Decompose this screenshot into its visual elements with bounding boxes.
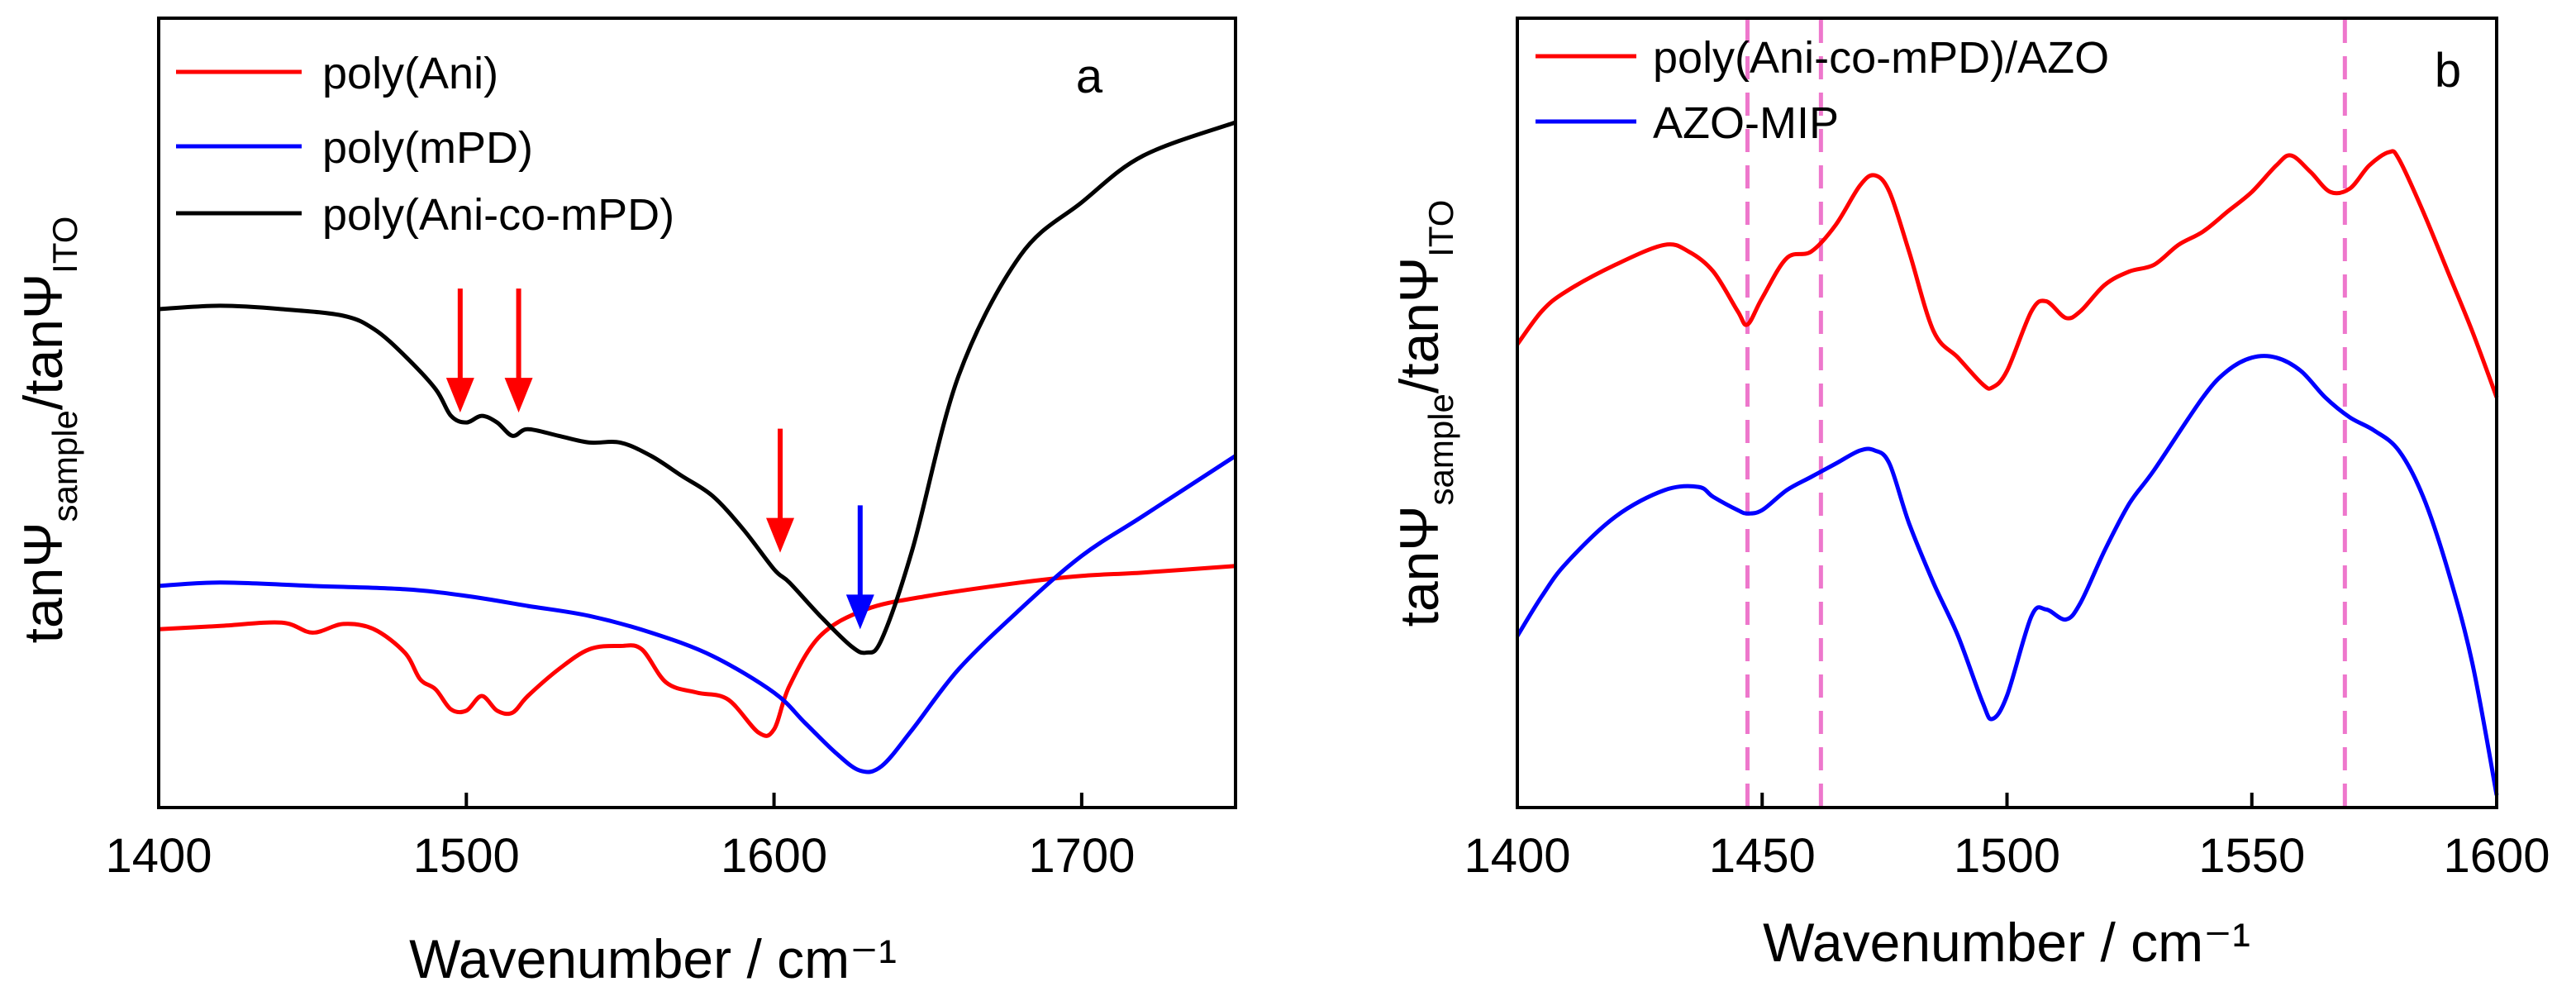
- panel-b-label: b: [2435, 44, 2461, 98]
- series-line-poly-mpd: [158, 454, 1237, 774]
- arrow-head-3: [766, 517, 795, 553]
- x-tick-label-1600: 1600: [2443, 829, 2550, 883]
- panel-a-y-axis-label-text: tanΨsample/tanΨITO: [12, 217, 84, 644]
- panel-a-plot-frame: [157, 17, 1237, 809]
- x-tick-label-1450: 1450: [1709, 829, 1816, 883]
- legend-label-poly-mpd: poly(mPD): [322, 123, 533, 173]
- panel-b-y-axis-label: tanΨsample/tanΨITO: [1388, 200, 1460, 627]
- panel-b: tanΨsample/tanΨITO 1400 1450 1500 1550 1600 …: [1388, 17, 2550, 973]
- panel-b-series: [1515, 149, 2499, 796]
- panel-a: tanΨsample/tanΨITO 1400 1500 1600 1700 Wave…: [12, 17, 1237, 989]
- x-tick-label-1550: 1550: [2198, 829, 2305, 883]
- panel-b-x-axis-label: Wavenumber / cm⁻¹: [1763, 912, 2250, 973]
- panel-a-arrows: [445, 288, 874, 630]
- panel-a-x-axis-label: Wavenumber / cm⁻¹: [409, 928, 897, 989]
- series-line-poly-ani-co-mpd-azo: [1515, 149, 2499, 398]
- series-line-poly-ani-co-mpd: [158, 120, 1236, 655]
- panel-a-y-axis-label: tanΨsample/tanΨITO: [12, 217, 84, 644]
- panel-b-y-axis-label-text: tanΨsample/tanΨITO: [1388, 200, 1460, 627]
- legend-label-poly-ani-co-mpd: poly(Ani-co-mPD): [322, 190, 674, 240]
- series-line-azo-mip: [1515, 354, 2499, 796]
- legend-label-azo-mip: AZO-MIP: [1653, 98, 1839, 148]
- panel-b-x-ticks: 1400 1450 1500 1550 1600: [1464, 793, 2550, 883]
- panel-b-legend: poly(Ani-co-mPD)/AZO AZO-MIP: [1536, 33, 2109, 148]
- panel-a-legend: poly(Ani) poly(mPD) poly(Ani-co-mPD): [176, 49, 674, 240]
- x-tick-label-1500: 1500: [1954, 829, 2060, 883]
- panel-b-dashed-lines: [1745, 20, 2347, 806]
- panel-a-label: a: [1076, 50, 1103, 103]
- panel-a-x-ticks: 1400 1500 1600 1700: [105, 793, 1135, 883]
- arrow-head-2: [504, 378, 533, 413]
- x-tick-label-1600: 1600: [721, 829, 827, 883]
- arrow-head-4: [845, 594, 874, 630]
- x-tick-label-1500: 1500: [413, 829, 520, 883]
- panel-a-series: [158, 120, 1237, 774]
- series-line-poly-ani: [158, 564, 1236, 738]
- x-tick-label-1400: 1400: [105, 829, 212, 883]
- arrow-head-1: [445, 378, 474, 413]
- legend-label-poly-ani-co-mpd-azo: poly(Ani-co-mPD)/AZO: [1653, 33, 2109, 83]
- legend-label-poly-ani: poly(Ani): [322, 49, 498, 98]
- x-tick-label-1400: 1400: [1464, 829, 1570, 883]
- x-tick-label-1700: 1700: [1028, 829, 1135, 883]
